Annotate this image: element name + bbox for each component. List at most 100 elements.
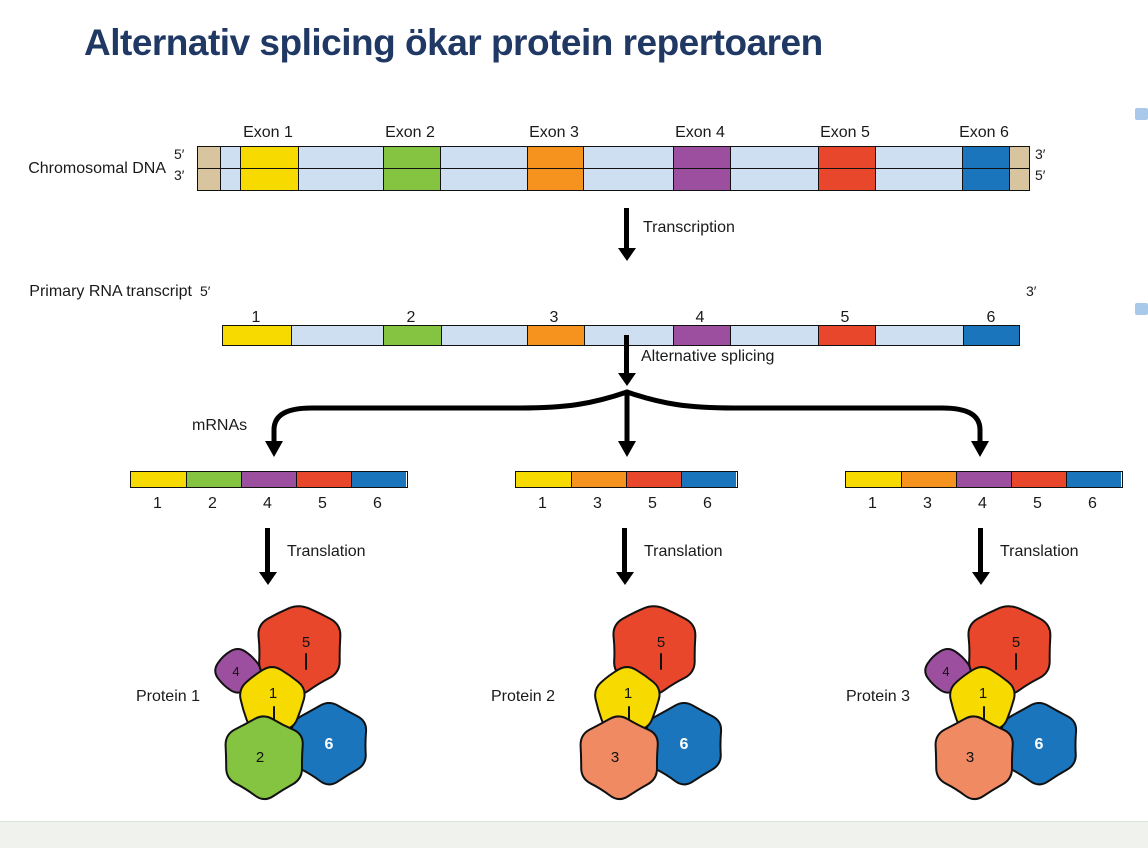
protein-3-label: Protein 3 xyxy=(845,688,910,705)
primary-rna-bar xyxy=(222,325,1020,346)
translation-label: Translation xyxy=(644,543,723,560)
mrna-2: 1 3 5 6 xyxy=(515,471,738,513)
rna-exon-number: 5 xyxy=(840,309,850,326)
protein-1-label: Protein 1 xyxy=(135,688,200,705)
rna-intron xyxy=(730,326,818,345)
branch-left-arrowhead xyxy=(265,441,283,457)
translation-label: Translation xyxy=(1000,543,1079,560)
protein-subunit-3-number: 3 xyxy=(611,749,619,766)
mrna-exon-number: 1 xyxy=(538,495,547,512)
mrna-exon-number: 6 xyxy=(1088,495,1097,512)
protein-subunit-4-number: 4 xyxy=(232,664,239,679)
protein-2-structure: 5 6 1 3 xyxy=(579,605,723,801)
mrna-exon-number: 2 xyxy=(208,495,217,512)
protein-2-label: Protein 2 xyxy=(490,688,555,705)
mrna-exon-6-segment xyxy=(351,472,406,487)
mrna-bar xyxy=(515,471,738,488)
mrna-exon-5-segment xyxy=(626,472,681,487)
protein-subunit-1-number: 1 xyxy=(624,685,632,702)
protein-subunit-1-number: 1 xyxy=(269,685,277,702)
rna-exon4-segment xyxy=(673,326,730,345)
exon-label-3: Exon 3 xyxy=(529,124,579,141)
dna-strand-divider xyxy=(198,167,1029,170)
protein-subunit-3-blob xyxy=(579,715,659,801)
chromosomal-dna-label: Chromosomal DNA xyxy=(28,160,166,177)
protein-subunit-3-number: 3 xyxy=(966,749,974,766)
branch-right-arrowhead xyxy=(971,441,989,457)
exon-label-1: Exon 1 xyxy=(243,124,293,141)
mrna-exon-number: 4 xyxy=(263,495,272,512)
mrna-3: 1 3 4 5 6 xyxy=(845,471,1123,513)
rna-exon6-segment xyxy=(963,326,1019,345)
rna-exon-number: 2 xyxy=(406,309,416,326)
slide-title: Alternativ splicing ökar protein reperto… xyxy=(84,22,823,63)
mrna-exon-number: 3 xyxy=(923,495,932,512)
alternative-splicing-arrow xyxy=(624,335,629,373)
rna-exon-number: 4 xyxy=(695,309,705,326)
mrna-exon-3-segment xyxy=(901,472,956,487)
mrna-exon-number: 6 xyxy=(703,495,712,512)
mrna-bar xyxy=(845,471,1123,488)
window-bottom-strip xyxy=(0,821,1148,848)
mrna-exon-6-segment xyxy=(681,472,736,487)
protein-subunit-6-number: 6 xyxy=(325,736,334,753)
protein-1-structure: 4 5 6 1 2 xyxy=(214,605,368,801)
mrna-exon-number: 3 xyxy=(593,495,602,512)
rna-intron xyxy=(441,326,527,345)
scrollbar-mark-bottom[interactable] xyxy=(1135,303,1148,315)
protein-subunit-6-number: 6 xyxy=(680,736,689,753)
dna-five-prime-right: 5′ xyxy=(1035,167,1046,183)
protein-subunit-1-number: 1 xyxy=(979,685,987,702)
mrna-exon-number: 4 xyxy=(978,495,987,512)
mrna-exon-numbers: 1 2 4 5 6 xyxy=(130,495,408,513)
protein-subunit-5-number: 5 xyxy=(302,634,310,651)
mrna-bar xyxy=(130,471,408,488)
protein-3-structure: 4 5 6 1 3 xyxy=(924,605,1078,801)
mrna-exon-numbers: 1 3 5 6 xyxy=(515,495,738,513)
exon-label-5: Exon 5 xyxy=(820,124,870,141)
mrna-exon-1-segment xyxy=(131,472,186,487)
translation-arrow xyxy=(265,528,270,572)
branch-left xyxy=(271,389,630,446)
mrna-exon-2-segment xyxy=(186,472,241,487)
rna-intron xyxy=(875,326,963,345)
protein-subunit-6-number: 6 xyxy=(1035,736,1044,753)
protein-subunit-3-blob xyxy=(934,715,1014,801)
mrna-exon-number: 5 xyxy=(318,495,327,512)
transcription-label: Transcription xyxy=(643,219,735,236)
chromosomal-dna-bar xyxy=(197,146,1030,191)
protein-subunit-5-number: 5 xyxy=(657,634,665,651)
mrna-exon-5-segment xyxy=(1011,472,1066,487)
rna-exon-number: 6 xyxy=(986,309,996,326)
exon-label-2: Exon 2 xyxy=(385,124,435,141)
transcription-arrow xyxy=(624,208,629,248)
translation-label: Translation xyxy=(287,543,366,560)
alternative-splicing-label: Alternative splicing xyxy=(641,348,775,365)
translation-arrow xyxy=(978,528,983,572)
translation-arrow xyxy=(622,528,627,572)
exon-label-6: Exon 6 xyxy=(959,124,1009,141)
primary-rna-label: Primary RNA transcript xyxy=(29,283,192,300)
rna-exon1-segment xyxy=(223,326,291,345)
mrna-exon-5-segment xyxy=(296,472,351,487)
mrna-exon-6-segment xyxy=(1066,472,1121,487)
protein-subunit-4-number: 4 xyxy=(942,664,949,679)
rna-five-prime: 5′ xyxy=(200,283,211,299)
mrna-exon-3-segment xyxy=(571,472,626,487)
branch-right xyxy=(624,389,983,446)
mrna-exon-number: 5 xyxy=(1033,495,1042,512)
mrna-exon-numbers: 1 3 4 5 6 xyxy=(845,495,1123,513)
protein-subunit-2-blob xyxy=(224,715,304,801)
mrnas-label: mRNAs xyxy=(192,417,248,434)
mrna-exon-number: 5 xyxy=(648,495,657,512)
scrollbar-mark-top[interactable] xyxy=(1135,108,1148,120)
rna-exon-number: 3 xyxy=(549,309,559,326)
splice-branch-arrows xyxy=(265,389,989,457)
mrna-1: 1 2 4 5 6 xyxy=(130,471,408,513)
rna-intron xyxy=(291,326,383,345)
rna-exon5-segment xyxy=(818,326,875,345)
mrna-exon-number: 1 xyxy=(868,495,877,512)
dna-three-prime-left: 3′ xyxy=(174,167,185,183)
mrna-exon-number: 6 xyxy=(373,495,382,512)
rna-exon2-segment xyxy=(383,326,441,345)
